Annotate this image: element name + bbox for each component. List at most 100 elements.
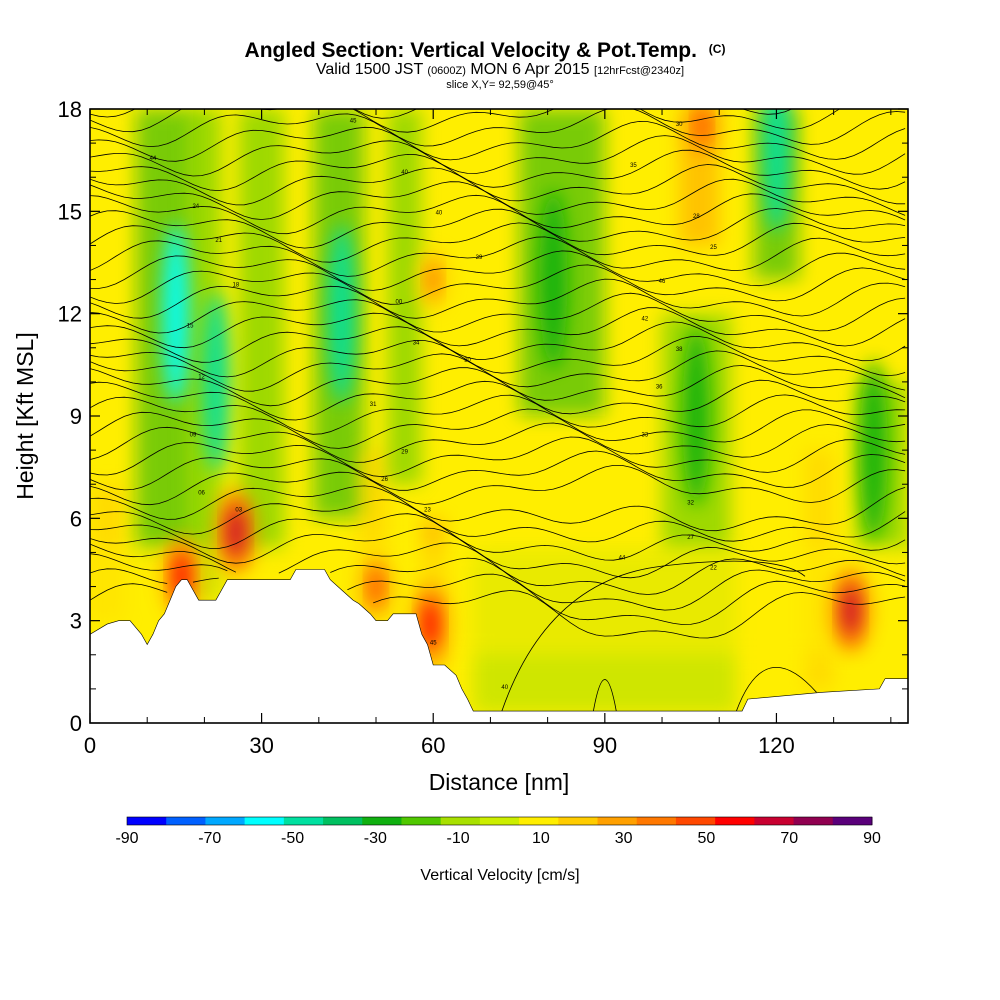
colorbar-tick-label: 50 [698,830,716,847]
downdraft-core [161,223,190,404]
contour-label: 26 [381,477,388,483]
contour-label: 22 [710,566,717,572]
terrain-mask [90,569,908,723]
theta-contour-line [90,485,906,532]
theta-contour-line [90,109,793,119]
slice-info: slice X,Y= 92,59@45° [446,79,554,91]
theta-contour-line [90,278,906,319]
subtitle-valid-date: MON 6 Apr 2015 [470,61,589,78]
colorbar-swatch [519,817,559,825]
theta-contour-line [90,307,906,349]
theta-contours: 44 45 40 40 39 35 30 28 25 24 21 18 15 12 09 06 03 00 34 31… [90,109,906,712]
contour-label: 00 [396,299,403,305]
contour-label: 06 [198,490,205,496]
colorbar-tick-label: -10 [447,830,470,847]
plot-area: 44 45 40 40 39 35 30 28 25 24 21 18 15 12 09 06 03 00 34 31… [90,109,908,723]
chart-title-unit: (C) [709,42,726,56]
x-tick-label: 120 [758,733,795,758]
colorbar-tick-label: 90 [863,830,881,847]
contour-label: 25 [710,245,717,251]
theta-contour-line [90,292,906,334]
x-tick-label: 90 [593,733,617,758]
contour-label: 30 [676,122,683,128]
theta-contour-line [90,394,906,435]
colorbar-frame [126,816,873,826]
colorbar-tick-label: -30 [364,830,387,847]
contour-label: 40 [436,211,443,217]
theta-contour-line [90,336,906,378]
colorbar-swatch [244,817,285,825]
contour-label: 12 [198,374,205,380]
theta-contour-line [90,193,906,235]
downdraft-core [539,189,568,370]
colorbar-swatch [832,817,873,825]
subtitle-valid-zulu: (0600Z) [427,65,466,77]
colorbar-swatch [479,817,520,825]
chart-title-main: Angled Section: Vertical Velocity & Pot.… [245,39,697,62]
downdraft-core [327,223,356,404]
contour-label: 34 [413,340,420,346]
downdraft-core [682,326,711,506]
y-tick-label: 0 [70,711,82,736]
contour-label: 31 [370,402,377,408]
contour-label: 24 [192,204,199,210]
colorbar-swatch [636,817,677,825]
theta-contour-line [90,422,906,463]
contour-label: 35 [630,163,637,169]
y-tick-label: 9 [70,404,82,429]
contour-label: 38 [676,347,683,353]
contour-label: 40 [501,685,508,691]
theta-contour-line [90,568,906,625]
theta-contour-line [90,379,906,421]
colorbar-tick-label: 70 [780,830,798,847]
contour-label: 29 [401,450,408,456]
contour-label: 46 [659,279,666,285]
theta-contour-line [90,208,906,249]
theta-contour-line [90,350,906,392]
contour-label: 45 [350,119,357,125]
colorbar-swatch [715,817,755,825]
x-axis-title: Distance [nm] [429,769,570,795]
colorbar-swatch [323,817,363,825]
theta-contour-line [501,560,806,712]
y-axis-title: Height [Kft MSL] [12,332,38,499]
velocity-band [387,109,422,485]
downdraft-core [201,291,230,472]
theta-contour-line [90,135,906,177]
theta-contour-line [736,666,817,712]
contour-label: 27 [687,535,694,541]
theta-contour-line [90,542,906,595]
theta-contour-line [90,513,906,561]
colorbar-tick-label: 30 [615,830,633,847]
contour-label: 09 [190,432,197,438]
contour-label: 15 [187,323,194,329]
theta-contour-line [90,583,906,639]
updraft-core [370,568,383,605]
theta-contour-line [90,499,906,543]
contour-label: 44 [619,555,626,561]
y-tick-label: 18 [58,97,82,122]
colorbar-swatch [440,817,481,825]
colorbar-swatch [205,817,246,825]
contour-label: 23 [424,508,431,514]
colorbar-swatch [558,817,599,825]
contour-label: 44 [150,156,157,162]
colorbar-tick-label: -90 [115,830,138,847]
contour-label: 42 [642,316,649,322]
contour-label: 20 [464,357,471,363]
chart-title: Angled Section: Vertical Velocity & Pot.… [245,39,726,62]
contour-label: 03 [235,508,242,514]
theta-contour-line [90,250,906,291]
contour-label: 28 [693,214,700,220]
theta-contour-line [90,436,906,478]
colorbar-tick-label: 10 [532,830,550,847]
colorbar-tick-label: -50 [281,830,304,847]
theta-contour-line [90,109,906,148]
theta-contour-line [592,679,617,712]
colorbar-swatch [166,817,206,825]
theta-contour-line [90,321,906,363]
contour-label: 18 [233,282,240,288]
y-tick-label: 15 [58,199,82,224]
colorbar-swatch [754,817,795,825]
